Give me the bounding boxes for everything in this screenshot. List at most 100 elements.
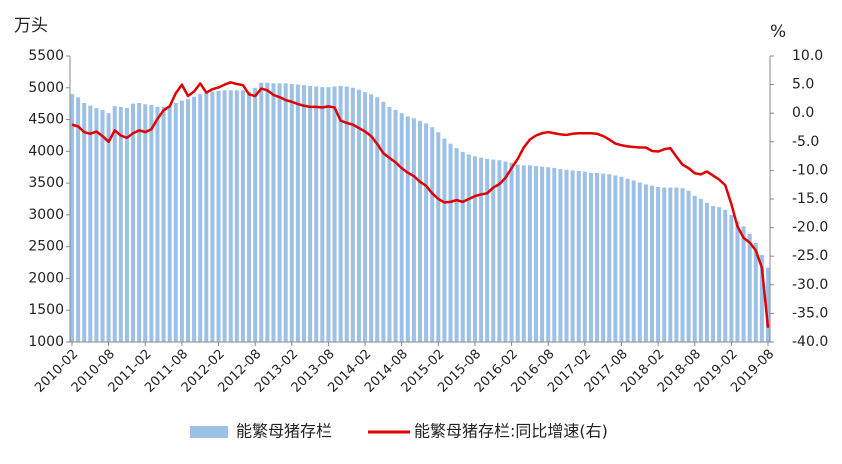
bar [527,165,532,342]
bar [405,116,410,342]
bar [222,90,227,342]
bar [210,91,215,342]
y-tick-label: 4000 [28,143,64,159]
legend-label: 能繁母猪存栏:同比增速(右) [414,422,608,441]
bar [234,90,239,342]
bar [698,199,703,342]
bar [558,169,563,342]
bar [363,92,368,342]
legend-label: 能繁母猪存栏 [236,422,332,441]
bar [375,97,380,342]
bar [94,108,99,342]
y-tick-label: 2000 [28,270,64,286]
bar [192,96,197,342]
bar [509,162,514,342]
bar [582,171,587,342]
bar [326,87,331,343]
bar [534,165,538,342]
bar [472,156,477,342]
bar [124,108,129,342]
bar [619,176,624,342]
bar [692,195,697,342]
y2-tick-label: -5.0 [792,134,819,150]
bar [387,106,392,342]
bar [759,254,764,342]
bar [686,190,691,342]
bar [143,104,148,343]
bar [247,91,252,342]
bar [112,106,117,342]
bar [393,110,398,343]
bar [173,103,178,342]
bar [240,90,245,342]
bar [662,187,667,342]
bar [332,86,337,342]
bar [711,205,716,342]
bar [259,82,264,343]
bar [717,207,722,342]
bar [350,87,355,343]
bar [753,242,758,342]
bar [466,154,471,342]
y2-tick-label: -15.0 [792,191,828,207]
bar [100,110,105,343]
bar [485,158,490,342]
bar [631,180,636,342]
bar [369,94,374,342]
bar [161,106,166,342]
legend-swatch [190,426,228,438]
bar [118,106,123,342]
bar [430,127,435,342]
bar [436,132,441,342]
bar [766,267,770,342]
bar [570,170,575,342]
bar [70,94,74,342]
y2-tick-label: -35.0 [792,305,828,321]
bar [179,100,184,342]
y-tick-label: 2500 [28,239,64,255]
bar [747,233,752,342]
bar [155,106,160,342]
bar [265,82,270,343]
bar [314,86,319,342]
y2-tick-label: -10.0 [792,162,828,178]
y2-axis-label: % [770,22,786,42]
bar [588,172,593,342]
bar [411,118,416,342]
bar [442,138,447,342]
y-tick-label: 3000 [28,207,64,223]
bar [625,178,630,342]
bar [320,87,325,343]
bar [576,171,581,342]
y2-tick-label: -30.0 [792,277,828,293]
bar [564,169,569,342]
bar [479,157,484,342]
bar [448,143,453,342]
bar [106,113,111,342]
bar [680,188,685,342]
y-tick-label: 3500 [28,175,64,191]
bar [650,185,654,342]
bar [735,221,740,342]
y2-tick-label: 10.0 [792,48,823,64]
bar [540,166,545,342]
bar [497,160,502,342]
bar [88,105,93,342]
y2-tick-label: -40.0 [792,334,828,350]
bar [729,214,734,342]
bar [186,99,190,343]
bar [595,172,600,342]
bar [723,209,728,342]
bar [424,123,429,342]
bar [503,161,508,342]
bar [656,186,661,342]
bar [521,165,526,342]
bar [674,187,679,342]
bar [82,103,87,342]
y-tick-label: 5500 [28,48,64,64]
y-tick-label: 4500 [28,112,64,128]
bar [302,85,306,342]
bar [381,101,386,342]
bar [668,187,673,342]
